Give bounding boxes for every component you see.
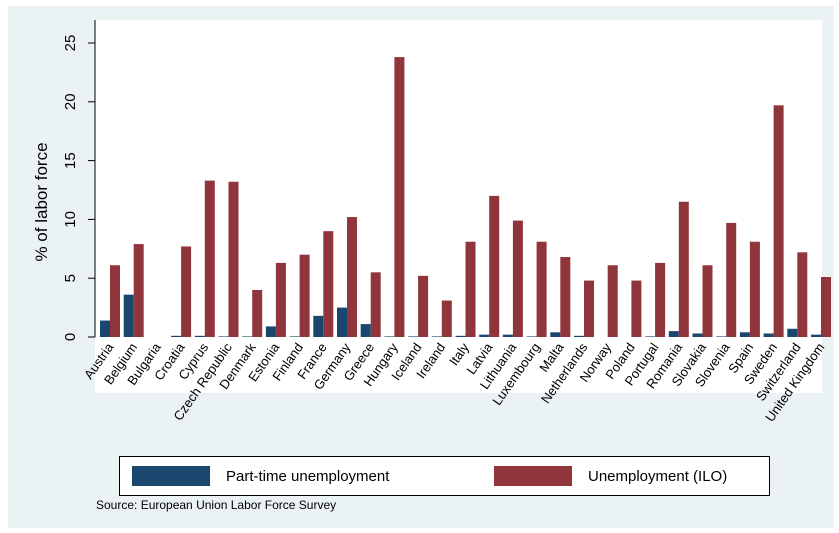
plot-area (95, 20, 822, 393)
bar-part-time-croatia (171, 335, 182, 337)
bar-ilo-spain (749, 241, 760, 337)
bar-part-time-ireland (431, 336, 442, 337)
bar-part-time-slovenia (716, 336, 727, 337)
chart-frame: % of labor force 0 5 10 15 20 25 Austria Belgi… (8, 6, 834, 528)
bar-ilo-portugal (655, 262, 666, 337)
y-tick-label: 25 (62, 35, 79, 52)
y-axis-title: % of labor force (32, 142, 51, 261)
legend-label-ilo: Unemployment (ILO) (588, 467, 728, 485)
y-tick-label: 0 (62, 333, 79, 341)
legend-label-part-time: Part-time unemployment (226, 467, 390, 485)
bar-ilo-malta (560, 257, 571, 337)
bar-part-time-united-kingdom (811, 334, 821, 337)
bar-part-time-greece (360, 324, 371, 337)
bar-part-time-france (313, 315, 324, 337)
bar-part-time-finland (289, 336, 300, 337)
bar-part-time-italy (455, 335, 466, 337)
bar-ilo-estonia (275, 262, 286, 337)
bar-part-time-slovakia (692, 333, 703, 337)
bar-ilo-romania (678, 201, 689, 337)
bar-ilo-belgium (133, 244, 144, 337)
bar-part-time-latvia (479, 334, 490, 337)
bar-ilo-slovenia (726, 222, 737, 337)
bar-ilo-finland (299, 254, 310, 337)
bar-ilo-netherlands (584, 280, 594, 337)
bar-ilo-united-kingdom (821, 277, 831, 337)
legend-swatch-part-time (132, 466, 210, 486)
y-tick-label: 20 (62, 93, 79, 110)
source-note: Source: European Union Labor Force Surve… (96, 498, 337, 512)
bar-ilo-france (323, 231, 334, 337)
y-tick-label: 10 (62, 211, 79, 228)
bar-part-time-belgium (123, 294, 134, 337)
bar-part-time-switzerland (787, 328, 798, 337)
y-tick-label: 5 (62, 274, 79, 282)
bar-ilo-denmark (252, 289, 263, 337)
legend-item-part-time: Part-time unemployment (132, 466, 389, 486)
bar-ilo-iceland (418, 275, 429, 337)
bar-ilo-latvia (489, 195, 500, 337)
y-axis-ticks: 0 5 10 15 20 25 (62, 35, 95, 341)
bar-part-time-luxembourg (526, 336, 537, 337)
bar-ilo-czech-republic (228, 181, 239, 337)
legend: Part-time unemployment Unemployment (ILO… (119, 456, 770, 496)
bar-ilo-poland (631, 280, 642, 337)
bar-part-time-romania (668, 331, 679, 337)
bar-ilo-italy (465, 241, 476, 337)
bar-ilo-norway (607, 265, 618, 337)
legend-swatch-ilo (494, 466, 572, 486)
bar-part-time-lithuania (502, 334, 513, 337)
bar-part-time-czech-republic (218, 336, 229, 337)
bars (100, 57, 831, 337)
bar-ilo-sweden (773, 105, 784, 337)
bar-ilo-greece (370, 272, 381, 337)
bar-ilo-hungary (394, 57, 405, 337)
bar-part-time-iceland (408, 336, 419, 337)
bar-part-time-germany (337, 307, 347, 337)
bar-ilo-germany (347, 217, 357, 337)
bar-part-time-cyprus (194, 335, 205, 337)
y-tick-label: 15 (62, 152, 79, 169)
bar-ilo-austria (110, 265, 120, 337)
legend-item-ilo: Unemployment (ILO) (494, 466, 727, 486)
bar-ilo-slovakia (702, 265, 713, 337)
bar-ilo-lithuania (512, 220, 523, 337)
bar-part-time-malta (550, 332, 561, 337)
bar-part-time-portugal (645, 336, 656, 337)
bar-part-time-austria (100, 320, 110, 337)
bar-part-time-sweden (763, 333, 774, 337)
bar-part-time-spain (739, 332, 750, 337)
bar-ilo-ireland (441, 300, 452, 337)
bar-ilo-switzerland (797, 252, 808, 337)
bar-ilo-luxembourg (536, 241, 547, 337)
bar-part-time-hungary (384, 336, 395, 337)
bar-ilo-cyprus (204, 180, 215, 337)
bar-part-time-estonia (265, 326, 276, 337)
bar-part-time-denmark (242, 336, 253, 337)
bar-ilo-croatia (181, 246, 192, 337)
bar-part-time-netherlands (574, 335, 584, 337)
